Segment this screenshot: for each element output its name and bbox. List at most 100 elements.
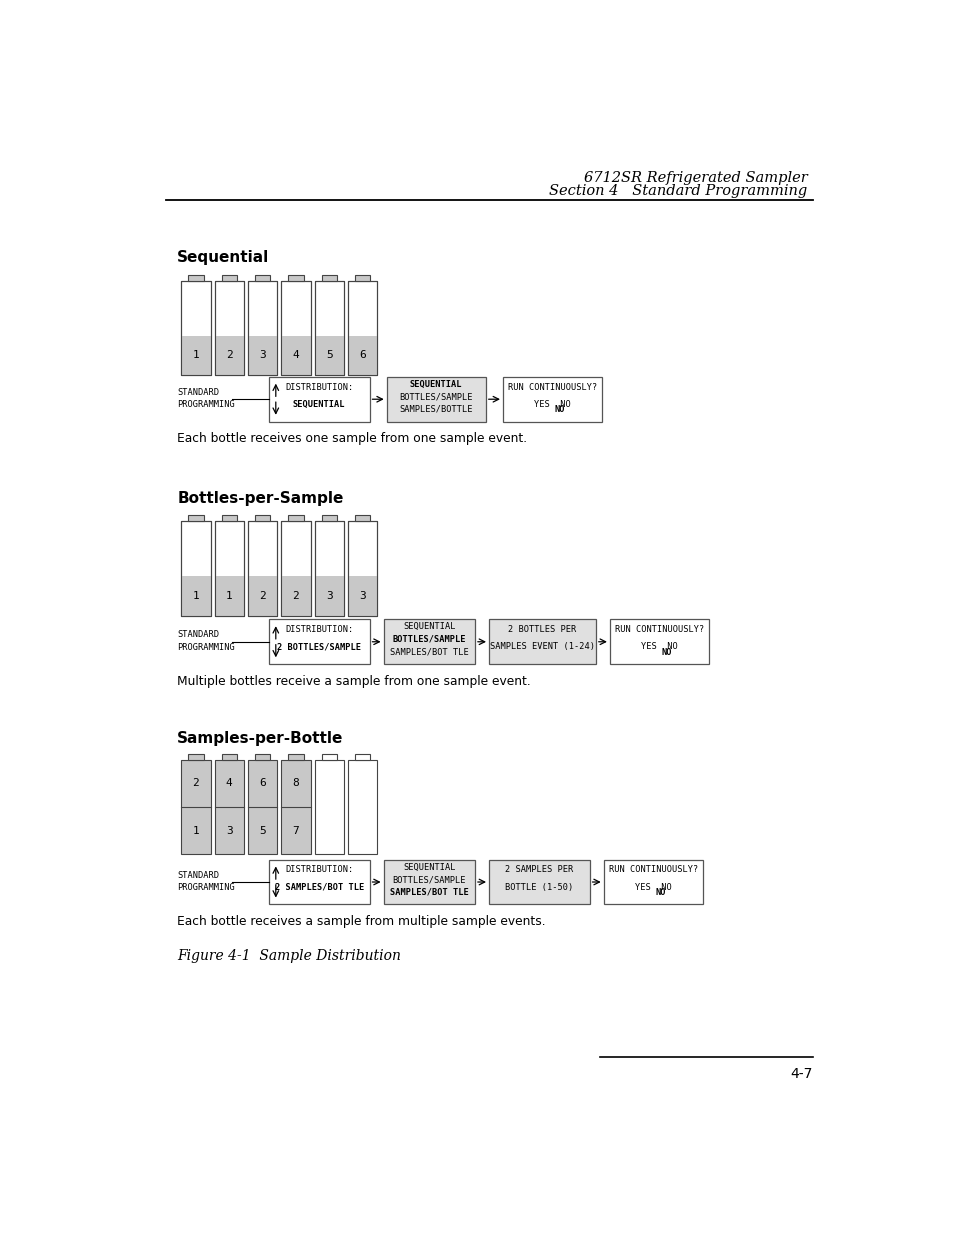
Bar: [348, 336, 377, 375]
Bar: [248, 760, 277, 855]
Text: 2: 2: [226, 351, 233, 361]
Bar: [269, 377, 369, 421]
Bar: [254, 515, 270, 521]
Bar: [221, 755, 236, 760]
Text: 6712SR Refrigerated Sampler: 6712SR Refrigerated Sampler: [583, 172, 806, 185]
Text: RUN CONTINUOUSLY?: RUN CONTINUOUSLY?: [507, 383, 597, 391]
Text: 2 BOTTLES PER: 2 BOTTLES PER: [508, 625, 576, 635]
Text: Section 4   Standard Programming: Section 4 Standard Programming: [549, 184, 806, 198]
Bar: [314, 521, 344, 615]
Text: 1: 1: [193, 351, 199, 361]
Text: Each bottle receives one sample from one sample event.: Each bottle receives one sample from one…: [177, 432, 527, 446]
Text: 2: 2: [193, 778, 199, 788]
Bar: [248, 280, 277, 375]
Text: Bottles-per-Sample: Bottles-per-Sample: [177, 490, 343, 506]
Text: 7: 7: [293, 826, 299, 836]
Text: 8: 8: [293, 778, 299, 788]
Bar: [288, 275, 303, 280]
Bar: [269, 620, 369, 664]
Bar: [214, 280, 244, 375]
Text: NO: NO: [661, 647, 672, 657]
Bar: [314, 280, 344, 375]
Text: PROGRAMMING: PROGRAMMING: [177, 400, 234, 409]
Text: 4-7: 4-7: [790, 1067, 812, 1081]
Bar: [386, 377, 485, 421]
Bar: [603, 860, 702, 904]
Bar: [348, 521, 377, 615]
Text: DISTRIBUTION:: DISTRIBUTION:: [285, 625, 353, 635]
Text: PROGRAMMING: PROGRAMMING: [177, 642, 234, 652]
Bar: [355, 275, 370, 280]
Text: BOTTLES/SAMPLE: BOTTLES/SAMPLE: [392, 876, 465, 884]
Text: RUN CONTINUOUSLY?: RUN CONTINUOUSLY?: [614, 625, 703, 635]
Text: SEQUENTIAL: SEQUENTIAL: [402, 622, 455, 631]
Bar: [248, 336, 277, 375]
Bar: [281, 521, 311, 615]
Bar: [488, 860, 589, 904]
Text: Samples-per-Bottle: Samples-per-Bottle: [177, 731, 343, 746]
Bar: [248, 576, 277, 615]
Bar: [248, 760, 277, 806]
Bar: [348, 280, 377, 375]
Bar: [248, 280, 277, 375]
Bar: [254, 755, 270, 760]
Text: 5: 5: [259, 826, 266, 836]
Text: STANDARD: STANDARD: [177, 388, 219, 396]
Bar: [288, 755, 303, 760]
Text: DISTRIBUTION:: DISTRIBUTION:: [285, 866, 353, 874]
Text: 3: 3: [359, 590, 366, 600]
Bar: [214, 806, 244, 855]
Bar: [383, 860, 475, 904]
Bar: [314, 336, 344, 375]
Text: RUN CONTINUOUSLY?: RUN CONTINUOUSLY?: [608, 866, 697, 874]
Text: 4: 4: [226, 778, 233, 788]
Bar: [383, 620, 475, 664]
Text: 5: 5: [326, 351, 333, 361]
Text: SAMPLES/BOT TLE: SAMPLES/BOT TLE: [390, 888, 468, 897]
Text: NO: NO: [655, 888, 665, 897]
Bar: [348, 760, 377, 855]
Text: STANDARD: STANDARD: [177, 630, 219, 640]
Bar: [181, 760, 211, 855]
Bar: [488, 620, 596, 664]
Text: 3: 3: [326, 590, 333, 600]
Bar: [181, 521, 211, 615]
Text: 2 BOTTLES/SAMPLE: 2 BOTTLES/SAMPLE: [277, 642, 361, 651]
Text: Multiple bottles receive a sample from one sample event.: Multiple bottles receive a sample from o…: [177, 674, 531, 688]
Bar: [214, 336, 244, 375]
Bar: [214, 576, 244, 615]
Bar: [181, 280, 211, 375]
Bar: [269, 860, 369, 904]
Text: Each bottle receives a sample from multiple sample events.: Each bottle receives a sample from multi…: [177, 915, 545, 929]
Bar: [281, 760, 311, 806]
Bar: [181, 280, 211, 375]
Text: 2: 2: [259, 590, 266, 600]
Text: BOTTLE (1-50): BOTTLE (1-50): [505, 883, 573, 892]
Bar: [609, 620, 708, 664]
Text: 2 SAMPLES PER: 2 SAMPLES PER: [505, 866, 573, 874]
Text: PROGRAMMING: PROGRAMMING: [177, 883, 234, 892]
Text: SEQUENTIAL: SEQUENTIAL: [410, 380, 462, 389]
Text: 3: 3: [259, 351, 266, 361]
Text: SAMPLES EVENT (1-24): SAMPLES EVENT (1-24): [490, 642, 595, 651]
Bar: [188, 755, 203, 760]
Bar: [281, 336, 311, 375]
Bar: [214, 760, 244, 806]
Text: SAMPLES/BOTTLE: SAMPLES/BOTTLE: [399, 405, 473, 414]
Text: 1: 1: [193, 590, 199, 600]
Text: STANDARD: STANDARD: [177, 871, 219, 879]
Bar: [181, 806, 211, 855]
Text: SEQUENTIAL: SEQUENTIAL: [293, 400, 345, 409]
Bar: [281, 576, 311, 615]
Text: 1: 1: [193, 826, 199, 836]
Bar: [281, 280, 311, 375]
Bar: [355, 755, 370, 760]
Bar: [348, 280, 377, 375]
Bar: [355, 515, 370, 521]
Bar: [281, 806, 311, 855]
Bar: [314, 760, 344, 855]
Bar: [181, 760, 211, 806]
Text: 1: 1: [226, 590, 233, 600]
Bar: [214, 280, 244, 375]
Bar: [314, 576, 344, 615]
